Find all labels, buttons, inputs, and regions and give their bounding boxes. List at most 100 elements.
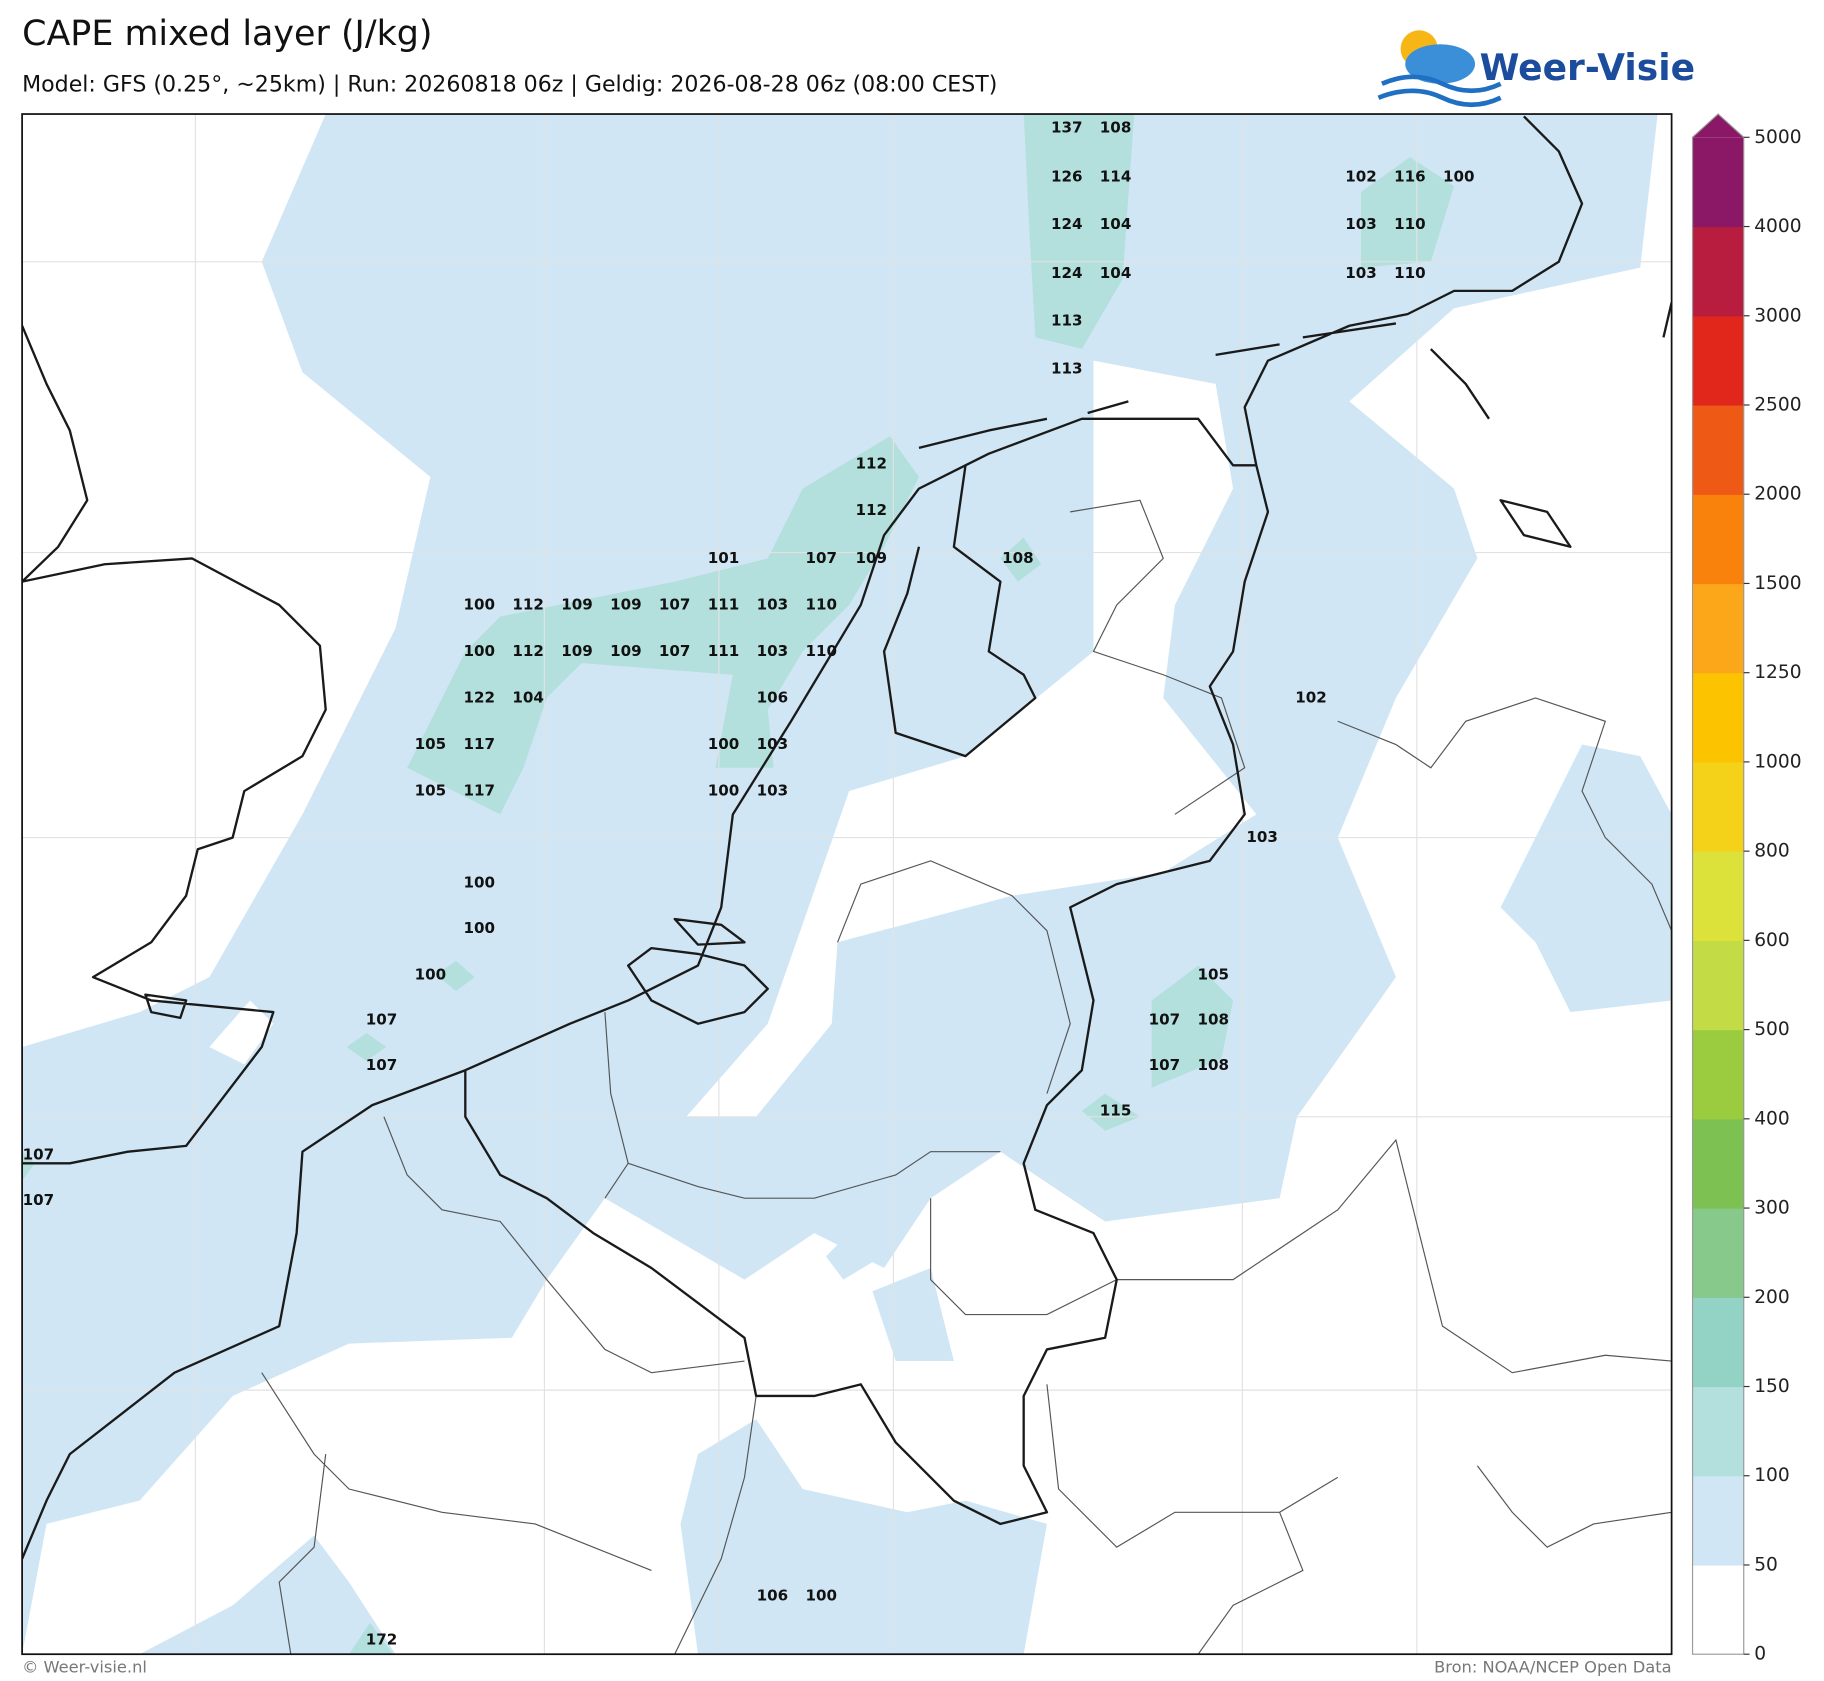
map-value-label: 107 [659, 642, 691, 660]
borders [261, 499, 1672, 1655]
map-value-label: 100 [1443, 167, 1475, 185]
map-value-label: 107 [366, 1011, 398, 1029]
map-value-label: 100 [463, 873, 495, 891]
map-value-label: 103 [1246, 828, 1278, 846]
map-value-label: 101 [708, 549, 740, 567]
colorbar-swatch [1692, 404, 1744, 495]
logo: Weer-Visie [1377, 30, 1695, 108]
copyright: © Weer-visie.nl [22, 1658, 147, 1677]
map-value-label: 126 [1051, 167, 1083, 185]
colorbar-tick-label: 0 [1754, 1644, 1766, 1665]
colorbar-swatch [1692, 1297, 1744, 1388]
colorbar-tick-label: 2000 [1754, 484, 1801, 505]
colorbar-tick-label: 5000 [1754, 127, 1801, 148]
map-value-label: 107 [23, 1146, 55, 1164]
title: CAPE mixed layer (J/kg) [22, 14, 432, 54]
colorbar-swatch [1692, 1029, 1744, 1120]
map-value-label: 122 [463, 689, 495, 707]
colorbar-tick-label: 600 [1754, 930, 1790, 951]
map-value-label: 108 [1002, 549, 1034, 567]
map-value-label: 107 [659, 595, 691, 613]
colorbar-swatch [1692, 226, 1744, 317]
colorbar-swatch [1692, 672, 1744, 763]
map-value-label: 111 [708, 595, 740, 613]
graticule [22, 114, 1672, 1655]
colorbar-tick-label: 800 [1754, 841, 1790, 862]
map-value-label: 103 [757, 642, 789, 660]
map-value-label: 103 [1345, 215, 1377, 233]
colorbar-tick-label: 1500 [1754, 573, 1801, 594]
source: Bron: NOAA/NCEP Open Data [1434, 1658, 1672, 1677]
map-frame [21, 113, 1673, 1656]
map-value-label: 103 [757, 735, 789, 753]
map-value-label: 107 [1149, 1056, 1181, 1074]
map-value-label: 113 [1051, 312, 1083, 330]
colorbar-tick-label: 1000 [1754, 751, 1801, 772]
colorbar-swatch [1692, 1564, 1744, 1655]
map-value-label: 107 [366, 1056, 398, 1074]
map-value-label: 109 [561, 642, 593, 660]
map-value-label: 110 [805, 642, 837, 660]
map-value-label: 102 [1295, 689, 1327, 707]
colorbar-tick-label: 500 [1754, 1019, 1790, 1040]
map-value-label: 112 [856, 501, 888, 519]
map-value-label: 109 [561, 595, 593, 613]
colorbar-swatch [1692, 761, 1744, 852]
map-value-label: 113 [1051, 359, 1083, 377]
map-value-label: 100 [463, 919, 495, 937]
map-value-label: 100 [463, 642, 495, 660]
map-value-label: 109 [610, 595, 642, 613]
colorbar-swatch [1692, 1208, 1744, 1298]
colorbar-tick-label: 4000 [1754, 216, 1801, 237]
map-value-label: 109 [610, 642, 642, 660]
map-value-label: 124 [1051, 264, 1083, 282]
colorbar-tick-label: 2500 [1754, 394, 1801, 415]
map-value-label: 137 [1051, 119, 1083, 137]
logo-wave [1381, 74, 1502, 94]
cape-area [139, 744, 1672, 1655]
map-value-label: 104 [1100, 215, 1132, 233]
colorbar-tick-label: 100 [1754, 1465, 1790, 1486]
map-value-label: 110 [1394, 215, 1426, 233]
map-value-label: 109 [856, 549, 888, 567]
map-value-label: 100 [708, 782, 740, 800]
map-value-label: 107 [1149, 1011, 1181, 1029]
coastline [22, 115, 1672, 1560]
colorbar-swatch [1692, 1475, 1744, 1566]
map-value-label: 100 [708, 735, 740, 753]
map-value-label: 112 [512, 595, 544, 613]
map-value-label: 103 [757, 595, 789, 613]
colorbar-swatch [1692, 851, 1744, 941]
map-value-label: 107 [23, 1191, 55, 1209]
map-value-label: 116 [1394, 167, 1426, 185]
subtitle: Model: GFS (0.25°, ~25km) | Run: 2026081… [22, 71, 997, 97]
colorbar-swatch [1692, 583, 1744, 674]
colorbar-swatch [1692, 137, 1744, 228]
colorbar-swatch [1692, 315, 1744, 406]
colorbar-tick-label: 300 [1754, 1198, 1790, 1219]
map-value-label: 105 [415, 735, 447, 753]
colorbar-swatch [1692, 494, 1744, 585]
map-value-label: 112 [856, 455, 888, 473]
colorbar: 0 50 100 150 200 300 400 500 600 800 1000 1250 1500 2… [1691, 113, 1802, 1665]
map-value-label: 107 [805, 549, 837, 567]
map-value-label: 105 [1198, 965, 1230, 983]
map-value-label: 112 [512, 642, 544, 660]
map: 137 108 126 114 124 104 124 104 113 113 102 116 100 1… [22, 114, 1672, 1655]
logo-cloud [1405, 44, 1476, 84]
map-value-label: 103 [757, 782, 789, 800]
colorbar-tick-label: 200 [1754, 1287, 1790, 1308]
map-value-label: 100 [463, 595, 495, 613]
colorbar-swatch [1692, 1386, 1744, 1477]
colorbar-swatch [1692, 940, 1744, 1031]
map-value-label: 108 [1198, 1011, 1230, 1029]
map-value-label: 103 [1345, 264, 1377, 282]
map-value-label: 114 [1100, 167, 1132, 185]
logo-text: Weer-Visie [1480, 47, 1695, 89]
colorbar-tick-label: 400 [1754, 1108, 1790, 1129]
map-value-label: 106 [757, 689, 789, 707]
map-value-label: 105 [415, 782, 447, 800]
map-value-label: 172 [366, 1631, 398, 1649]
